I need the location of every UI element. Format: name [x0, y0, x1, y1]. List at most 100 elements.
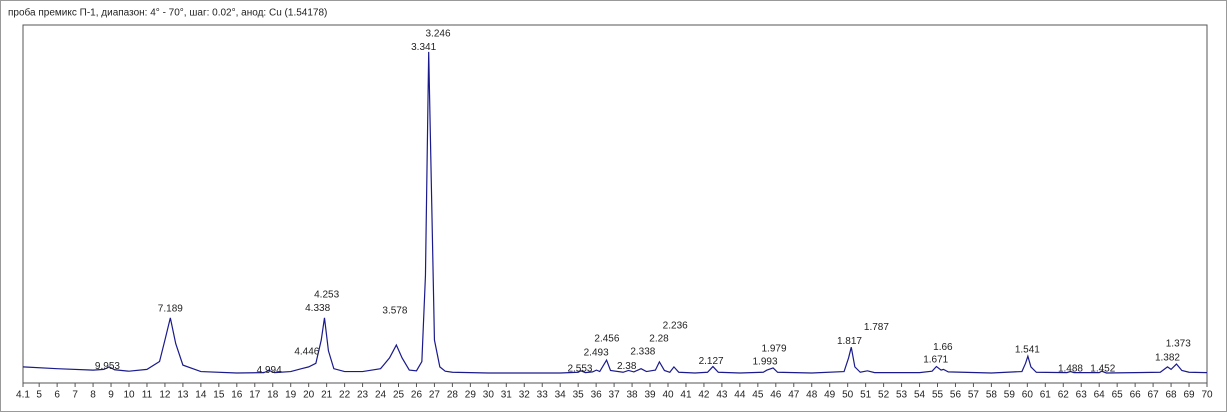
x-tick-label: 42 — [698, 390, 710, 401]
x-tick-label: 55 — [932, 390, 944, 401]
x-tick-label: 60 — [1022, 390, 1034, 401]
x-tick-label: 70 — [1201, 390, 1213, 401]
x-tick-label: 11 — [142, 390, 153, 401]
x-tick-label: 35 — [573, 390, 585, 401]
peak-label: 9.953 — [95, 361, 120, 372]
x-tick-label: 38 — [627, 390, 639, 401]
x-tick-label: 9 — [108, 390, 114, 401]
peak-label: 3.341 — [411, 42, 436, 53]
x-tick-label: 10 — [123, 390, 135, 401]
x-tick-label: 46 — [770, 390, 782, 401]
peak-label: 1.452 — [1090, 364, 1115, 375]
x-tick-label: 18 — [267, 390, 279, 401]
x-tick-label: 57 — [968, 390, 980, 401]
x-tick-label: 47 — [788, 390, 800, 401]
peak-label: 4.994 — [257, 365, 282, 376]
peak-label: 1.66 — [933, 342, 953, 353]
x-tick-label: 36 — [591, 390, 603, 401]
peak-label: 1.979 — [761, 344, 786, 355]
x-tick-label: 56 — [950, 390, 962, 401]
peak-label: 7.189 — [158, 304, 183, 315]
peak-label: 4.338 — [305, 303, 330, 314]
x-tick-label: 64 — [1094, 390, 1106, 401]
x-tick-label: 68 — [1166, 390, 1178, 401]
x-tick-label: 8 — [90, 390, 96, 401]
x-tick-label: 41 — [680, 390, 692, 401]
peak-label: 2.493 — [584, 348, 609, 359]
x-tick-label: 22 — [339, 390, 351, 401]
chart-title: проба премикс П-1, диапазон: 4° - 70°, ш… — [8, 7, 327, 19]
x-tick-label: 66 — [1130, 390, 1142, 401]
x-tick-label: 16 — [231, 390, 243, 401]
x-tick-label: 49 — [824, 390, 836, 401]
x-tick-label: 52 — [878, 390, 890, 401]
x-tick-label: 62 — [1058, 390, 1070, 401]
x-tick-label: 28 — [447, 390, 459, 401]
x-tick-label: 6 — [54, 390, 60, 401]
x-tick-label: 14 — [195, 390, 207, 401]
x-tick-label: 43 — [716, 390, 728, 401]
x-tick-label: 40 — [662, 390, 674, 401]
x-tick-label: 12 — [159, 390, 171, 401]
x-tick-label: 21 — [321, 390, 333, 401]
x-tick-label: 37 — [609, 390, 621, 401]
x-tick-label: 51 — [860, 390, 872, 401]
peak-label: 1.817 — [837, 336, 862, 347]
peak-label: 3.246 — [426, 29, 451, 40]
peak-label: 2.127 — [699, 356, 724, 367]
x-tick-label: 61 — [1040, 390, 1052, 401]
x-tick-label: 54 — [914, 390, 926, 401]
x-tick-label: 20 — [303, 390, 315, 401]
x-tick-label: 29 — [465, 390, 477, 401]
peak-label: 1.541 — [1015, 345, 1040, 356]
x-tick-label: 69 — [1183, 390, 1195, 401]
peak-label: 3.578 — [382, 306, 407, 317]
peak-label: 2.38 — [617, 361, 637, 372]
x-tick-label: 31 — [501, 390, 513, 401]
x-tick-label: 15 — [213, 390, 225, 401]
x-tick-label: 17 — [249, 390, 261, 401]
data-line — [22, 51, 1208, 374]
x-tick-label: 34 — [555, 390, 567, 401]
x-tick-label: 63 — [1076, 390, 1088, 401]
peak-label: 1.488 — [1058, 364, 1083, 375]
x-tick-label: 39 — [644, 390, 656, 401]
x-tick-label: 26 — [411, 390, 423, 401]
peak-label: 2.28 — [649, 334, 669, 345]
peak-label: 1.373 — [1166, 339, 1191, 350]
x-tick-label: 65 — [1112, 390, 1124, 401]
x-tick-label: 53 — [896, 390, 908, 401]
x-tick-label: 58 — [986, 390, 998, 401]
x-tick-label: 50 — [842, 390, 854, 401]
x-tick-label: 25 — [393, 390, 405, 401]
peak-label: 2.553 — [567, 364, 592, 375]
x-tick-label: 5 — [36, 390, 42, 401]
peak-label: 2.236 — [663, 321, 688, 332]
peak-label: 4.253 — [314, 290, 339, 301]
x-tick-label: 45 — [752, 390, 764, 401]
x-tick-label: 30 — [483, 390, 495, 401]
x-tick-label: 67 — [1148, 390, 1160, 401]
x-tick-label: 44 — [734, 390, 746, 401]
x-tick-label: 33 — [537, 390, 549, 401]
peak-label: 2.456 — [594, 334, 619, 345]
plot-frame — [22, 24, 1208, 384]
x-tick-label: 23 — [357, 390, 369, 401]
x-tick-label: 4.1 — [16, 390, 30, 401]
x-tick-label: 24 — [375, 390, 387, 401]
peak-label: 2.338 — [630, 346, 655, 357]
x-tick-label: 13 — [177, 390, 189, 401]
x-tick-label: 48 — [806, 390, 818, 401]
peak-label: 1.787 — [864, 322, 889, 333]
x-tick-label: 32 — [519, 390, 531, 401]
x-tick-label: 27 — [429, 390, 441, 401]
peak-label: 1.671 — [923, 355, 948, 366]
peak-label: 1.382 — [1155, 353, 1180, 364]
peak-label: 1.993 — [753, 357, 778, 368]
x-tick-label: 59 — [1004, 390, 1016, 401]
x-tick-label: 19 — [285, 390, 297, 401]
x-tick-label: 7 — [72, 390, 78, 401]
peak-label: 4.446 — [294, 346, 319, 357]
